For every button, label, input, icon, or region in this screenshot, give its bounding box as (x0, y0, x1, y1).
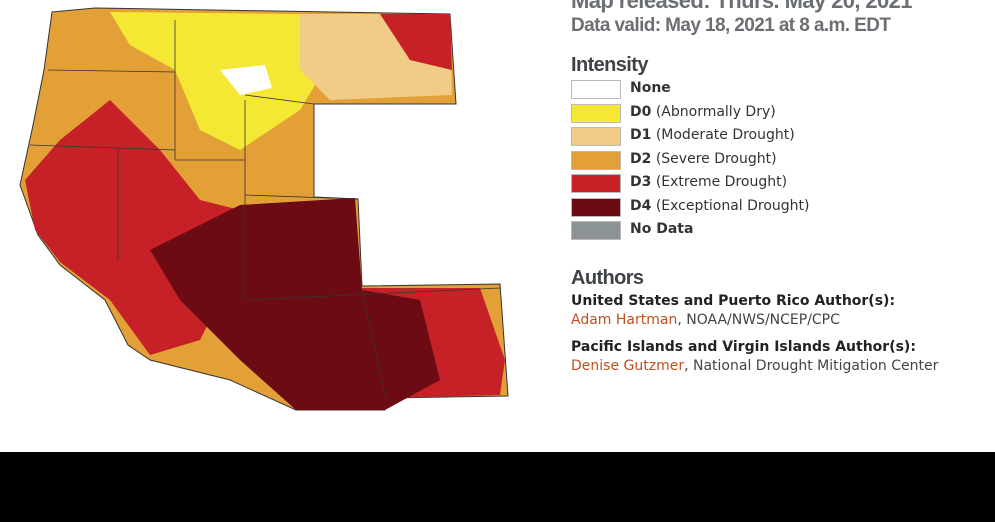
legend-label: D2 (Severe Drought) (630, 151, 777, 167)
legend-code: D3 (630, 174, 652, 190)
legend-swatch (571, 80, 621, 99)
author-affiliation: , National Drought Mitigation Center (684, 358, 939, 374)
author-affiliation: , NOAA/NWS/NCEP/CPC (677, 312, 840, 328)
legend-swatch (571, 127, 621, 146)
legend-code: D1 (630, 127, 652, 143)
legend-swatch (571, 174, 621, 193)
legend-code: D4 (630, 197, 652, 214)
legend-label: D0 (Abnormally Dry) (630, 104, 776, 120)
drought-map (19, 7, 509, 411)
legend-desc: (Extreme Drought) (655, 174, 788, 190)
legend-code: D2 (630, 150, 652, 167)
authors-title: Authors (571, 267, 644, 289)
legend-swatch (571, 197, 621, 217)
author-line: Adam Hartman, NOAA/NWS/NCEP/CPC (571, 312, 840, 328)
legend-desc: (Abnormally Dry) (655, 103, 776, 120)
none-area (220, 65, 272, 95)
legend-swatch (571, 150, 621, 170)
legend-swatch (571, 103, 621, 123)
legend-desc: (Severe Drought) (655, 150, 777, 167)
state-lines (29, 20, 501, 399)
legend-label: D1 (Moderate Drought) (630, 127, 795, 143)
legend-code: None (630, 80, 671, 96)
legend-code: No Data (630, 221, 694, 237)
legend-label: D4 (Exceptional Drought) (630, 198, 810, 214)
d4-area (150, 198, 440, 410)
legend-title: Intensity (571, 54, 648, 76)
author-name[interactable]: Adam Hartman (571, 312, 678, 328)
author-line: Denise Gutzmer, National Drought Mitigat… (571, 358, 938, 374)
author-heading: United States and Puerto Rico Author(s): (571, 293, 896, 309)
legend-label: None (630, 80, 671, 96)
author-name[interactable]: Denise Gutzmer (571, 358, 685, 374)
d0-area (110, 12, 330, 150)
legend-desc: (Moderate Drought) (655, 127, 795, 143)
author-heading: Pacific Islands and Virgin Islands Autho… (571, 339, 916, 355)
data-valid: Data valid: May 18, 2021 at 8 a.m. EDT (571, 15, 891, 36)
legend-desc: (Exceptional Drought) (655, 197, 810, 214)
d3-ne (380, 14, 452, 70)
black-band (0, 452, 995, 522)
legend-swatch (571, 221, 621, 240)
legend-label: No Data (630, 221, 693, 237)
legend-code: D0 (630, 103, 652, 120)
legend-label: D3 (Extreme Drought) (630, 174, 787, 190)
map-released: Map released: Thurs. May 20, 2021 (571, 0, 913, 13)
